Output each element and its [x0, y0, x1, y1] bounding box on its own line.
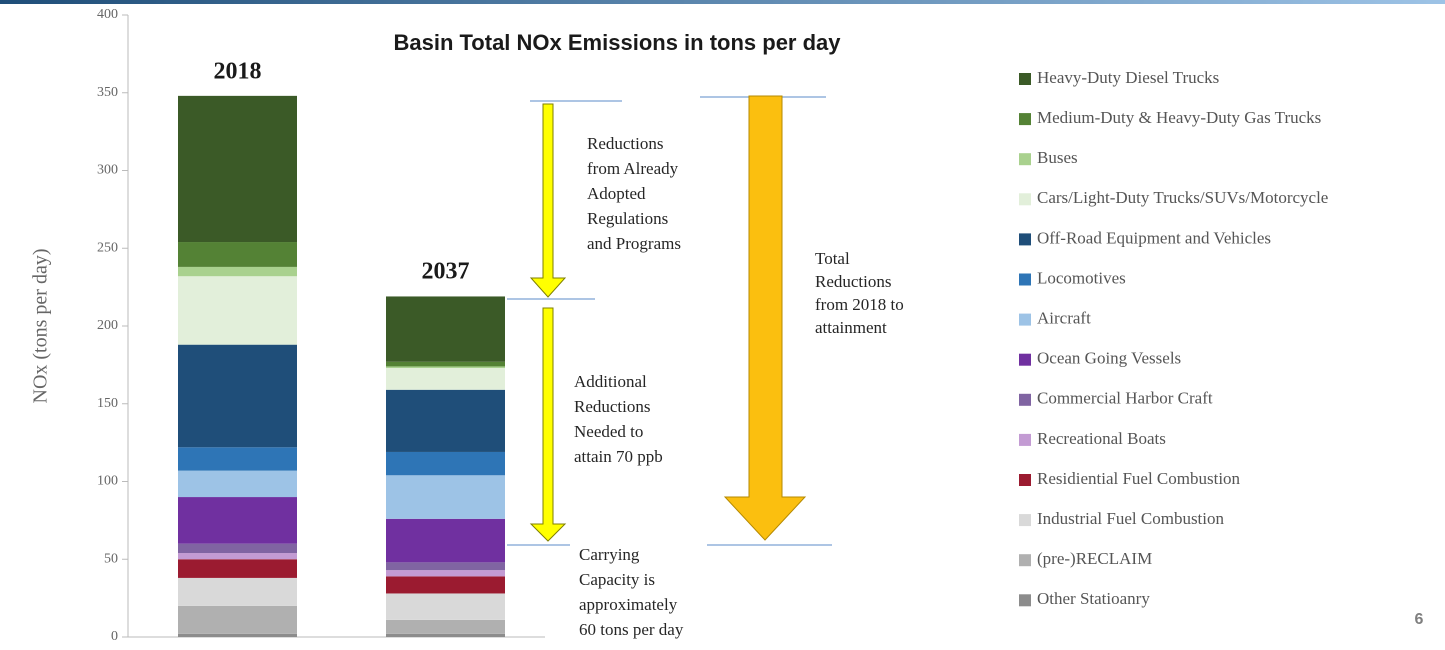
annotation: Total [815, 249, 850, 268]
legend-swatch [1019, 433, 1031, 446]
y-tick-label: 250 [97, 240, 118, 255]
annotation: Regulations [587, 209, 668, 228]
annotation: attainment [815, 318, 887, 337]
bar-segment [178, 266, 297, 277]
annotation: Reductions [815, 272, 892, 291]
y-tick-label: 200 [97, 318, 118, 333]
bar-segment [386, 576, 505, 594]
bar-segment [178, 470, 297, 498]
page-number: 6 [1415, 611, 1424, 628]
legend-label: Heavy-Duty Diesel Trucks [1037, 68, 1219, 87]
bar-segment [178, 633, 297, 637]
bar-segment [386, 389, 505, 452]
legend-swatch [1019, 594, 1031, 607]
legend-swatch [1019, 353, 1031, 366]
annotation: Reductions [587, 134, 664, 153]
legend-label: Commercial Harbor Craft [1037, 389, 1213, 408]
legend-label: Other Statioanry [1037, 589, 1150, 608]
legend-label: Medium-Duty & Heavy-Duty Gas Trucks [1037, 108, 1321, 127]
legend-label: Industrial Fuel Combustion [1037, 509, 1225, 528]
bar-segment [178, 543, 297, 554]
bar-segment [178, 605, 297, 634]
legend-swatch [1019, 233, 1031, 246]
y-tick-label: 350 [97, 85, 118, 100]
legend-swatch [1019, 113, 1031, 126]
annotation: Additional [574, 372, 647, 391]
legend-swatch [1019, 313, 1031, 326]
bar-segment [386, 562, 505, 571]
bar-segment [178, 553, 297, 560]
category-label: 2018 [214, 59, 262, 85]
legend-label: Recreational Boats [1037, 429, 1166, 448]
annotation: approximately [579, 595, 678, 614]
y-tick-label: 400 [97, 7, 118, 22]
bar-segment [386, 475, 505, 519]
legend-label: Cars/Light-Duty Trucks/SUVs/Motorcycle [1037, 188, 1328, 207]
bar-segment [386, 366, 505, 368]
bar-segment [386, 518, 505, 563]
bar-segment [386, 570, 505, 577]
y-tick-label: 150 [97, 396, 118, 411]
category-label: 2037 [422, 259, 470, 285]
y-tick-label: 0 [111, 629, 118, 644]
legend-swatch [1019, 514, 1031, 527]
bar-segment [178, 497, 297, 544]
legend-label: Aircraft [1037, 309, 1091, 328]
legend-label: Ocean Going Vessels [1037, 349, 1181, 368]
chart-title: Basin Total NOx Emissions in tons per da… [393, 30, 841, 55]
annotation: Capacity is [579, 570, 655, 589]
y-tick-label: 50 [104, 551, 118, 566]
legend-swatch [1019, 73, 1031, 85]
legend-label: Off-Road Equipment and Vehicles [1037, 228, 1271, 247]
legend-swatch [1019, 474, 1031, 486]
bar-segment [386, 296, 505, 362]
legend-swatch [1019, 153, 1031, 166]
annotation: from 2018 to [815, 295, 904, 314]
annotation: Reductions [574, 397, 651, 416]
bar-segment [178, 242, 297, 267]
annotation: from Already [587, 159, 679, 178]
bar-segment [178, 276, 297, 345]
bar-segment [386, 451, 505, 476]
legend-swatch [1019, 393, 1031, 406]
legend-label: (pre-)RECLAIM [1037, 549, 1152, 568]
bar-segment [178, 577, 297, 606]
bar-segment [386, 633, 505, 637]
bar-segment [386, 361, 505, 367]
legend-label: Locomotives [1037, 268, 1126, 287]
bar-segment [386, 367, 505, 390]
legend-swatch [1019, 193, 1031, 206]
y-tick-label: 100 [97, 474, 118, 489]
annotation: attain 70 ppb [574, 447, 663, 466]
bar-segment [386, 593, 505, 620]
bar-segment [178, 447, 297, 471]
bar-segment [386, 619, 505, 634]
legend-label: Residiential Fuel Combustion [1037, 469, 1241, 488]
arrows [507, 95, 832, 546]
annotation: Adopted [587, 184, 646, 203]
top-band [0, 0, 1445, 4]
y-tick-label: 300 [97, 163, 118, 178]
bar-segment [178, 559, 297, 578]
legend-label: Buses [1037, 148, 1078, 167]
annotation: 60 tons per day [579, 620, 684, 639]
legend-swatch [1019, 273, 1031, 286]
y-axis-label: NOx (tons per day) [30, 249, 52, 404]
bar-segment [178, 95, 297, 243]
bar-segment [178, 344, 297, 448]
annotation: Needed to [574, 422, 643, 441]
annotation: Carrying [579, 545, 640, 564]
legend-swatch [1019, 554, 1031, 567]
annotation: and Programs [587, 234, 681, 253]
